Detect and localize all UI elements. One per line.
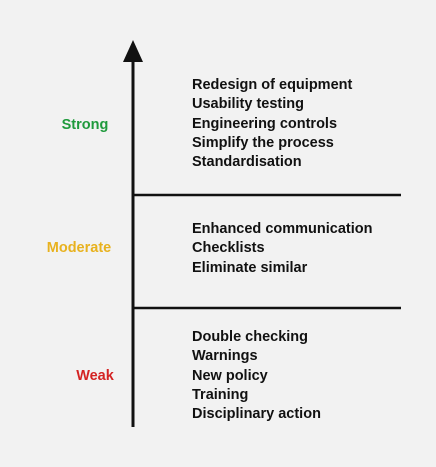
list-item: Training [192, 386, 249, 403]
list-item: Engineering controls [192, 115, 338, 132]
list-item: New policy [192, 367, 268, 384]
weak-items-list: Double checking Warnings New policy Trai… [192, 328, 321, 424]
list-item: Redesign of equipment [192, 77, 353, 93]
list-item: Standardisation [192, 154, 302, 171]
list-item: Usability testing [192, 96, 304, 113]
level-label-moderate: Moderate [46, 240, 112, 256]
axis-arrowhead-icon [123, 40, 143, 62]
list-item: Eliminate similar [192, 259, 308, 276]
list-item: Warnings [192, 348, 258, 365]
level-label-weak: Weak [76, 368, 114, 384]
list-item: Simplify the process [192, 134, 334, 151]
list-item: Enhanced communication [192, 221, 373, 237]
moderate-items-list: Enhanced communication Checklists Elimin… [192, 220, 372, 278]
level-label-strong: Strong [61, 117, 109, 133]
list-item: Double checking [192, 329, 309, 345]
list-item: Disciplinary action [192, 406, 321, 423]
strong-items-list: Redesign of equipment Usability testing … [192, 76, 352, 172]
list-item: Checklists [192, 240, 265, 257]
